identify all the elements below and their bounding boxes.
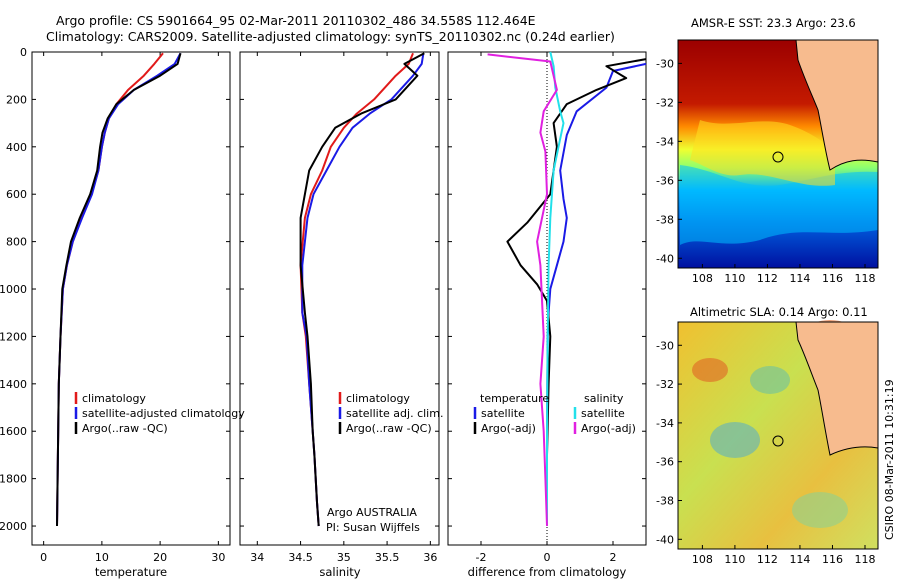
map-x-tick-label: 110 bbox=[724, 553, 745, 566]
depth-tick-label: 0 bbox=[20, 46, 27, 59]
legend-header-temperature: temperature bbox=[480, 392, 549, 405]
legend-argo: Argo(..raw -QC) bbox=[346, 422, 432, 435]
map-y-tick-label: -38 bbox=[656, 494, 674, 507]
legend-header-salinity: salinity bbox=[584, 392, 624, 405]
sla-map-ticks: 108 110 112 114 116 118 -30 -32 -34 -36 -38 -40 bbox=[656, 339, 875, 566]
legend-sal-argo: Argo(-adj) bbox=[581, 422, 636, 435]
series-line bbox=[506, 58, 647, 526]
depth-tick-label: 800 bbox=[6, 236, 27, 249]
temperature-axis-label: temperature bbox=[95, 565, 167, 579]
title-line1: Argo profile: CS 5901664_95 02-Mar-2011 … bbox=[56, 13, 536, 28]
legend-temp-satellite: satellite bbox=[481, 407, 525, 420]
map-y-tick-label: -40 bbox=[656, 533, 674, 546]
x-tick-label: 35 bbox=[337, 551, 351, 564]
title-line2: Climatology: CARS2009. Satellite-adjuste… bbox=[46, 29, 615, 44]
series-line bbox=[56, 52, 182, 527]
map-x-tick-label: 114 bbox=[789, 553, 810, 566]
map-x-tick-label: 114 bbox=[789, 272, 810, 285]
depth-tick-label: 400 bbox=[6, 141, 27, 154]
map-x-tick-label: 112 bbox=[757, 553, 778, 566]
series-line bbox=[56, 52, 182, 527]
x-tick-label: 34.5 bbox=[288, 551, 313, 564]
difference-legend: temperature salinity satellite Argo(-adj… bbox=[473, 392, 636, 435]
temperature-series bbox=[56, 52, 182, 527]
difference-series bbox=[487, 51, 647, 527]
map-x-tick-label: 118 bbox=[854, 553, 875, 566]
map-x-tick-label: 108 bbox=[692, 272, 713, 285]
salinity-series bbox=[299, 52, 425, 527]
x-tick-label: 20 bbox=[153, 551, 167, 564]
legend-satellite-adj: satellite adj. clim. bbox=[346, 407, 443, 420]
map-x-tick-label: 110 bbox=[724, 272, 745, 285]
map-y-tick-label: -36 bbox=[656, 456, 674, 469]
x-tick-label: 0 bbox=[40, 551, 47, 564]
map-y-tick-label: -34 bbox=[656, 417, 674, 430]
map-x-tick-label: 116 bbox=[822, 553, 843, 566]
credit-label: CSIRO 08-Mar-2011 10:31:19 bbox=[883, 379, 896, 540]
map-y-tick-label: -30 bbox=[656, 57, 674, 70]
argo-annotation-2: PI: Susan Wijffels bbox=[326, 521, 420, 534]
depth-tick-label: 1200 bbox=[0, 330, 27, 343]
salinity-x-ticks: 34 34.5 35 35.5 36 bbox=[250, 52, 437, 564]
x-tick-label: -2 bbox=[476, 551, 487, 564]
map-y-tick-label: -38 bbox=[656, 213, 674, 226]
map-x-tick-label: 112 bbox=[757, 272, 778, 285]
map-x-tick-label: 108 bbox=[692, 553, 713, 566]
depth-tick-label: 1600 bbox=[0, 425, 27, 438]
temperature-x-ticks: 0 10 20 30 bbox=[40, 52, 225, 564]
salinity-axis-label: salinity bbox=[319, 565, 360, 579]
map-y-tick-label: -30 bbox=[656, 339, 674, 352]
series-line bbox=[301, 53, 425, 527]
legend-temp-argo: Argo(-adj) bbox=[481, 422, 536, 435]
depth-tick-label: 1800 bbox=[0, 473, 27, 486]
x-tick-label: 34 bbox=[250, 551, 264, 564]
series-line bbox=[56, 52, 164, 527]
argo-annotation-1: Argo AUSTRALIA bbox=[327, 506, 417, 519]
sla-map bbox=[677, 320, 879, 550]
depth-axis: 0 200 400 600 800 1000 1200 1400 1600 1800 2000 bbox=[0, 46, 646, 533]
legend-climatology: climatology bbox=[346, 392, 410, 405]
x-tick-label: 36 bbox=[423, 551, 437, 564]
map-x-tick-label: 118 bbox=[854, 272, 875, 285]
difference-x-ticks: -2 0 2 bbox=[476, 52, 617, 564]
legend-sal-satellite: satellite bbox=[581, 407, 625, 420]
x-tick-label: 30 bbox=[211, 551, 225, 564]
legend-satellite-adjusted: satellite-adjusted climatology bbox=[82, 407, 245, 420]
salinity-panel bbox=[239, 51, 440, 546]
series-line bbox=[299, 52, 425, 527]
map-x-tick-label: 116 bbox=[822, 272, 843, 285]
temperature-panel bbox=[31, 51, 231, 546]
sst-map bbox=[677, 39, 879, 269]
map-y-tick-label: -34 bbox=[656, 135, 674, 148]
depth-tick-label: 1400 bbox=[0, 378, 27, 391]
salinity-legend: climatology satellite adj. clim. Argo(..… bbox=[326, 392, 443, 534]
map-y-tick-label: -32 bbox=[656, 96, 674, 109]
sst-map-title: AMSR-E SST: 23.3 Argo: 23.6 bbox=[691, 16, 856, 30]
x-tick-label: 0 bbox=[544, 551, 551, 564]
series-line bbox=[487, 53, 558, 527]
legend-argo: Argo(..raw -QC) bbox=[82, 422, 168, 435]
x-tick-label: 10 bbox=[95, 551, 109, 564]
map-y-tick-label: -32 bbox=[656, 378, 674, 391]
sla-map-title: Altimetric SLA: 0.14 Argo: 0.11 bbox=[690, 305, 868, 319]
map-y-tick-label: -40 bbox=[656, 252, 674, 265]
depth-tick-label: 600 bbox=[6, 188, 27, 201]
map-y-tick-label: -36 bbox=[656, 174, 674, 187]
sst-map-ticks: 108 110 112 114 116 118 -30 -32 -34 -36 -38 -40 bbox=[656, 57, 875, 285]
temperature-legend: climatology satellite-adjusted climatolo… bbox=[74, 392, 245, 435]
depth-tick-label: 2000 bbox=[0, 520, 27, 533]
depth-tick-label: 200 bbox=[6, 93, 27, 106]
difference-axis-label: difference from climatology bbox=[468, 565, 627, 579]
x-tick-label: 35.5 bbox=[375, 551, 400, 564]
x-tick-label: 2 bbox=[610, 551, 617, 564]
depth-tick-label: 1000 bbox=[0, 283, 27, 296]
legend-climatology: climatology bbox=[82, 392, 146, 405]
